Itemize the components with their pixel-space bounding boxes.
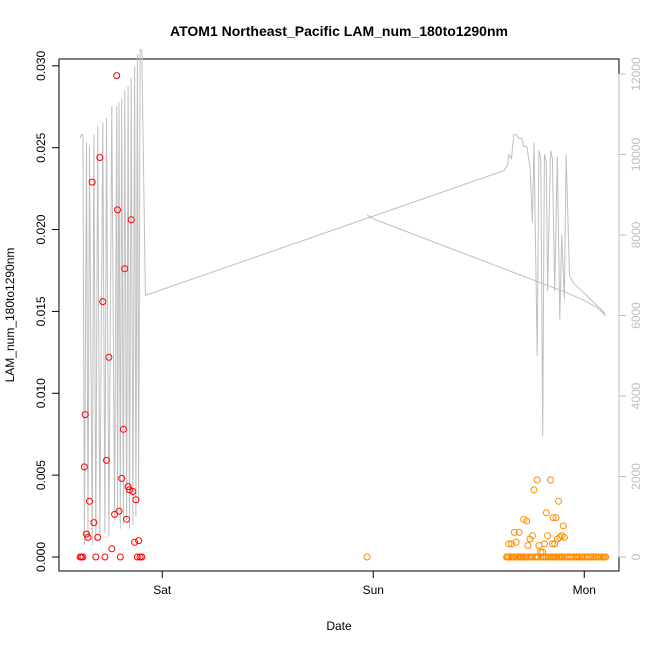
y2-tick-label: 6000 (629, 302, 643, 329)
y2-tick-label: 2000 (629, 463, 643, 490)
series-points (76, 72, 610, 561)
data-point (131, 538, 139, 546)
data-point (101, 553, 109, 561)
data-point (533, 476, 541, 484)
chart-title: ATOM1 Northeast_Pacific LAM_num_180to129… (170, 23, 508, 39)
data-point (88, 178, 96, 186)
data-point (530, 486, 538, 494)
x-axis-label: Date (326, 619, 352, 633)
data-point (560, 533, 568, 541)
data-point (124, 483, 132, 491)
data-point (528, 532, 536, 540)
data-point (524, 542, 532, 549)
data-point (103, 456, 110, 464)
series-lines (79, 49, 607, 545)
y-tick-label: 0.025 (34, 132, 48, 162)
right-axis: 0 2000 4000 6000 8000 10000 12000 (618, 57, 643, 560)
data-point (127, 216, 135, 224)
data-point (555, 497, 562, 505)
data-point (118, 474, 126, 482)
data-point (138, 553, 146, 561)
y-axis-label: LAM_num_180to1290nm (3, 248, 17, 383)
data-point (559, 522, 567, 530)
data-point (602, 553, 610, 561)
data-point (121, 265, 129, 273)
data-point (96, 154, 104, 161)
data-point (90, 519, 98, 527)
series-line-3 (79, 49, 607, 545)
data-point (505, 540, 513, 548)
y-tick-label: 0.005 (34, 460, 48, 490)
data-point (80, 463, 88, 471)
y-tick-label: 0.010 (34, 378, 48, 408)
data-point (114, 206, 121, 214)
data-point (113, 72, 121, 80)
data-point (585, 553, 593, 561)
data-point (552, 514, 560, 522)
data-point (132, 496, 140, 504)
data-point (108, 545, 116, 553)
data-point (556, 533, 564, 541)
data-point (135, 537, 143, 545)
y2-tick-label: 8000 (629, 221, 643, 248)
data-point (542, 509, 550, 517)
data-point (133, 553, 141, 561)
data-point (84, 533, 92, 541)
data-point (81, 411, 89, 419)
data-point (99, 298, 107, 306)
y-tick-label: 0.015 (34, 296, 48, 326)
data-point (587, 553, 595, 561)
x-tick-label: Sun (363, 583, 384, 597)
data-point (126, 486, 133, 494)
y-tick-label: 0.020 (34, 214, 48, 244)
data-point (123, 515, 131, 523)
data-point (363, 553, 371, 561)
data-point (129, 488, 137, 495)
y-tick-label: 0.030 (34, 50, 48, 80)
data-point (94, 533, 102, 541)
data-point (544, 532, 552, 540)
data-point (508, 540, 515, 548)
data-point (105, 353, 113, 361)
data-point (518, 553, 526, 561)
x-tick-label: Mon (573, 583, 596, 597)
data-point (505, 553, 513, 561)
left-axis: 0.000 0.005 0.010 0.015 0.020 0.025 0.030 (34, 50, 59, 572)
data-point (540, 540, 548, 548)
data-point (543, 553, 550, 561)
data-point (510, 528, 518, 536)
bottom-axis: Sat Sun Mon (153, 571, 596, 597)
y2-tick-label: 12000 (629, 57, 643, 91)
data-point (515, 528, 523, 536)
data-point (115, 507, 123, 515)
data-point (83, 530, 90, 538)
data-point (547, 476, 554, 484)
data-point (79, 553, 87, 561)
data-point (119, 425, 127, 433)
data-point (116, 553, 124, 561)
x-tick-label: Sat (153, 583, 172, 597)
data-point (548, 540, 556, 548)
y2-tick-label: 10000 (629, 137, 643, 171)
data-point (86, 497, 93, 505)
y-tick-label: 0.000 (34, 542, 48, 572)
data-point (512, 538, 520, 546)
data-point (523, 517, 531, 525)
data-point (92, 553, 100, 561)
y2-tick-label: 4000 (629, 382, 643, 409)
data-point (539, 548, 547, 556)
y2-tick-label: 0 (629, 553, 643, 560)
data-point (549, 514, 557, 522)
data-point (537, 548, 545, 556)
